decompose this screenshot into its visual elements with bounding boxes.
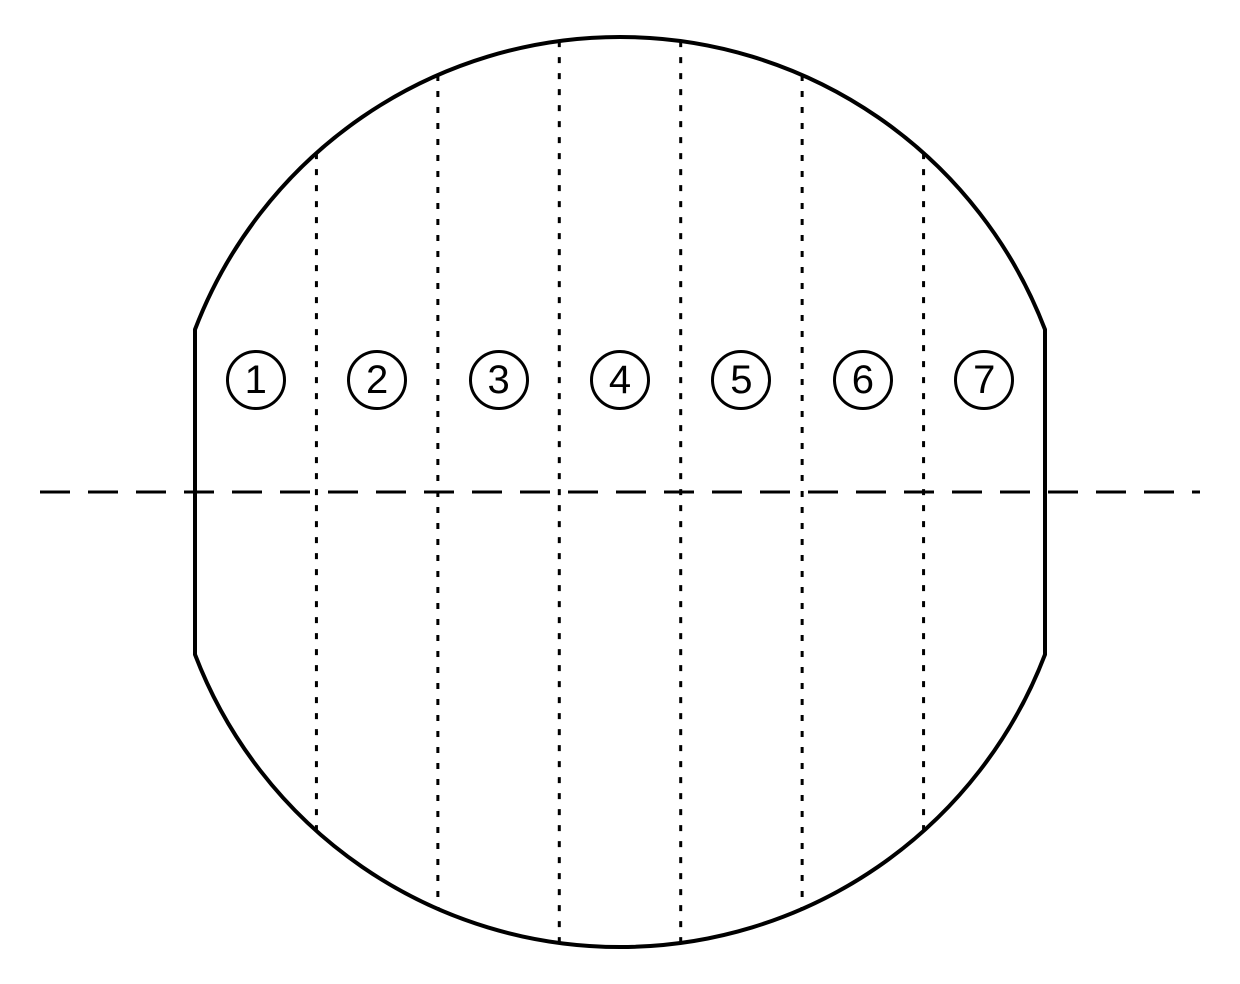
strip-label-7: 7 xyxy=(954,350,1014,410)
strip-label-3: 3 xyxy=(469,350,529,410)
strip-label-5: 5 xyxy=(711,350,771,410)
strip-circle-diagram xyxy=(0,0,1240,984)
strip-label-text: 7 xyxy=(973,358,995,403)
strip-label-text: 5 xyxy=(730,358,752,403)
strip-label-text: 6 xyxy=(852,358,874,403)
strip-label-text: 3 xyxy=(487,358,509,403)
strip-label-text: 4 xyxy=(609,358,631,403)
strip-label-1: 1 xyxy=(226,350,286,410)
strip-label-2: 2 xyxy=(347,350,407,410)
strip-label-4: 4 xyxy=(590,350,650,410)
strip-label-text: 1 xyxy=(245,358,267,403)
strip-label-6: 6 xyxy=(833,350,893,410)
strip-label-text: 2 xyxy=(366,358,388,403)
